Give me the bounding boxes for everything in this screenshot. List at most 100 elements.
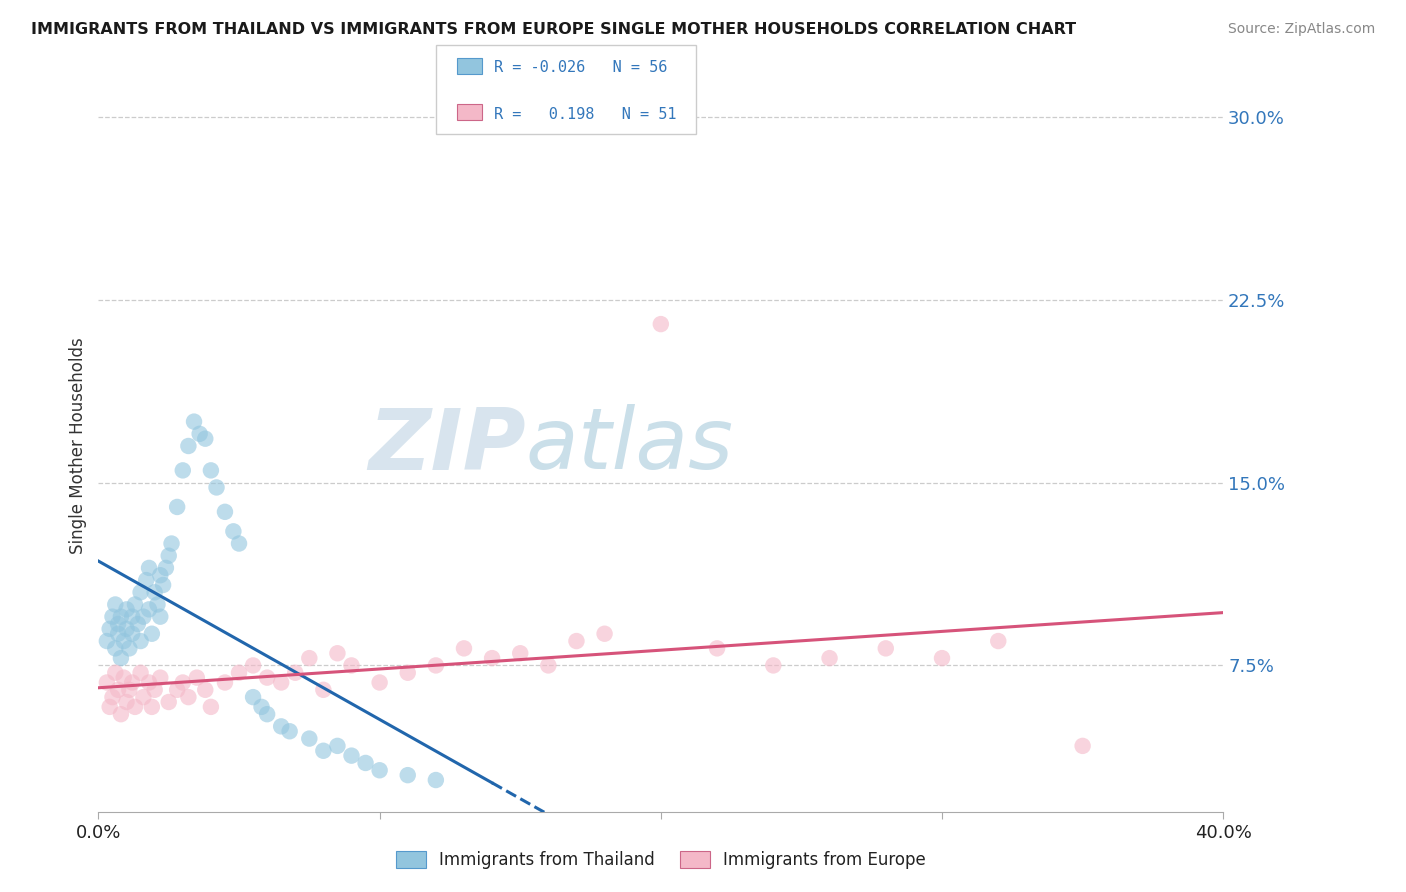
Point [172, 463, 194, 477]
Point [132, 609, 155, 624]
Point [115, 622, 138, 636]
Point [157, 695, 180, 709]
Point [152, 578, 174, 592]
Text: IMMIGRANTS FROM THAILAND VS IMMIGRANTS FROM EUROPE SINGLE MOTHER HOUSEHOLDS CORR: IMMIGRANTS FROM THAILAND VS IMMIGRANTS F… [31, 22, 1076, 37]
Point [166, 500, 188, 514]
Legend: Immigrants from Thailand, Immigrants from Europe: Immigrants from Thailand, Immigrants fro… [395, 851, 927, 869]
Point [250, 699, 273, 714]
Point [183, 415, 205, 429]
Point [127, 617, 149, 632]
Point [298, 731, 321, 746]
Point [132, 690, 155, 705]
Point [149, 671, 172, 685]
Point [396, 768, 419, 782]
Point [214, 675, 236, 690]
Point [186, 671, 208, 685]
Point [160, 536, 183, 550]
Point [326, 739, 349, 753]
Point [537, 658, 560, 673]
Point [129, 665, 152, 680]
Point [706, 641, 728, 656]
Point [107, 617, 129, 632]
Point [101, 609, 124, 624]
Point [228, 536, 250, 550]
Y-axis label: Single Mother Households: Single Mother Households [69, 338, 87, 554]
Point [270, 719, 292, 733]
Point [987, 634, 1010, 648]
Point [98, 622, 121, 636]
Point [138, 602, 160, 616]
Point [110, 651, 132, 665]
Point [354, 756, 377, 770]
Point [135, 573, 157, 587]
Point [121, 626, 143, 640]
Point [312, 744, 335, 758]
Point [453, 641, 475, 656]
Text: Source: ZipAtlas.com: Source: ZipAtlas.com [1227, 22, 1375, 37]
Point [298, 651, 321, 665]
Point [1071, 739, 1094, 753]
Point [396, 665, 419, 680]
Point [425, 772, 447, 787]
Point [242, 690, 264, 705]
Text: ZIP: ZIP [368, 404, 526, 488]
Point [242, 658, 264, 673]
Point [270, 675, 292, 690]
Point [143, 585, 166, 599]
Point [96, 634, 118, 648]
Point [228, 665, 250, 680]
Point [124, 699, 146, 714]
Point [875, 641, 897, 656]
Point [118, 682, 141, 697]
Point [194, 682, 217, 697]
Point [104, 641, 127, 656]
Point [157, 549, 180, 563]
Point [188, 426, 211, 441]
Point [256, 707, 278, 722]
Point [107, 682, 129, 697]
Point [121, 609, 143, 624]
Point [112, 671, 135, 685]
Point [214, 505, 236, 519]
Point [222, 524, 245, 539]
Point [110, 707, 132, 722]
Point [650, 317, 672, 331]
Point [149, 609, 172, 624]
Point [121, 675, 143, 690]
Point [818, 651, 841, 665]
Point [368, 764, 391, 778]
Point [172, 675, 194, 690]
Point [931, 651, 953, 665]
Point [278, 724, 301, 739]
Point [312, 682, 335, 697]
Point [256, 671, 278, 685]
Point [177, 690, 200, 705]
Point [129, 585, 152, 599]
Point [138, 561, 160, 575]
Point [565, 634, 588, 648]
Point [762, 658, 785, 673]
Point [425, 658, 447, 673]
Point [101, 690, 124, 705]
Point [104, 598, 127, 612]
Point [481, 651, 503, 665]
Point [194, 432, 217, 446]
Point [141, 699, 163, 714]
Text: R =   0.198   N = 51: R = 0.198 N = 51 [494, 107, 676, 122]
Point [155, 561, 177, 575]
Point [98, 699, 121, 714]
Point [115, 602, 138, 616]
Point [112, 634, 135, 648]
Point [326, 646, 349, 660]
Point [368, 675, 391, 690]
Text: R = -0.026   N = 56: R = -0.026 N = 56 [494, 61, 666, 76]
Point [118, 641, 141, 656]
Point [124, 598, 146, 612]
Point [96, 675, 118, 690]
Point [177, 439, 200, 453]
Point [138, 675, 160, 690]
Point [593, 626, 616, 640]
Point [284, 665, 307, 680]
Point [107, 626, 129, 640]
Point [340, 658, 363, 673]
